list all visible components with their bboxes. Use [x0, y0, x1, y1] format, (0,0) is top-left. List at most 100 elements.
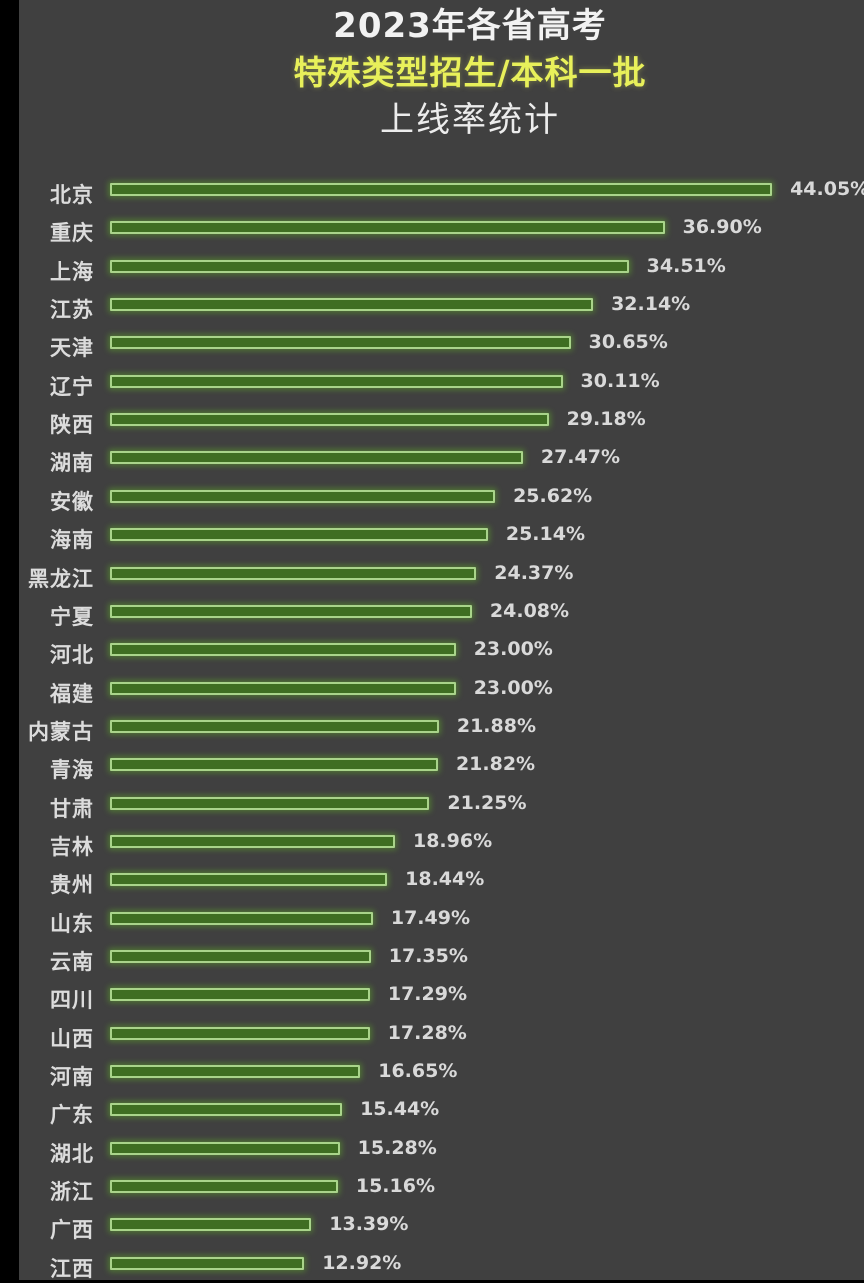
- category-label: 河北: [50, 642, 94, 668]
- value-label: 30.65%: [588, 331, 668, 354]
- value-label: 17.35%: [388, 945, 468, 967]
- category-label: 广西: [50, 1217, 94, 1243]
- data-bar: [110, 1218, 312, 1232]
- bar-row: 北京 44.05%: [0, 177, 864, 207]
- bar-row: 湖南 27.47%: [0, 445, 864, 475]
- bar-row: 四川 17.29%: [0, 982, 864, 1012]
- category-label: 山西: [50, 1025, 94, 1051]
- data-bar: [110, 643, 456, 657]
- data-bar: [110, 1141, 340, 1155]
- category-label: 上海: [50, 258, 94, 284]
- data-bar: [110, 1180, 338, 1194]
- category-label: 海南: [50, 527, 94, 553]
- value-label: 34.51%: [646, 254, 726, 277]
- bar-row: 陕西 29.18%: [0, 407, 864, 437]
- category-label: 北京: [50, 182, 94, 207]
- value-label: 24.37%: [494, 561, 574, 584]
- data-bar: [110, 528, 488, 542]
- title-line-year: 2023年各省高考: [333, 6, 607, 46]
- bar-row: 河北 23.00%: [0, 637, 864, 667]
- category-label: 贵州: [50, 872, 94, 898]
- category-label: 辽宁: [50, 373, 94, 399]
- value-label: 23.00%: [473, 676, 553, 699]
- value-label: 15.28%: [357, 1136, 437, 1159]
- data-bar: [110, 1065, 361, 1079]
- value-label: 44.05%: [790, 178, 864, 200]
- category-label: 青海: [50, 757, 94, 783]
- value-label: 30.11%: [580, 369, 660, 392]
- bar-row: 安徽 25.62%: [0, 484, 864, 514]
- category-label: 江西: [50, 1255, 94, 1281]
- category-label: 湖北: [50, 1140, 94, 1166]
- data-bar: [110, 911, 373, 925]
- value-label: 18.96%: [412, 829, 493, 852]
- bar-row: 浙江 15.16%: [0, 1174, 864, 1204]
- data-bar: [110, 298, 594, 312]
- bar-row: 广东 15.44%: [0, 1097, 864, 1127]
- value-label: 24.08%: [489, 599, 570, 622]
- value-label: 17.28%: [387, 1021, 467, 1044]
- category-label: 吉林: [50, 833, 94, 859]
- value-label: 21.25%: [447, 791, 527, 814]
- bar-row: 云南 17.35%: [0, 944, 864, 974]
- data-bar: [110, 604, 472, 618]
- bar-row: 内蒙古 21.88%: [0, 714, 864, 744]
- bar-row: 海南 25.14%: [0, 522, 864, 552]
- category-label: 四川: [50, 987, 94, 1013]
- category-label: 广东: [50, 1102, 94, 1128]
- data-bar: [110, 873, 388, 887]
- bar-row: 湖北 15.28%: [0, 1136, 864, 1166]
- value-label: 21.88%: [456, 714, 536, 737]
- data-bar: [110, 413, 549, 427]
- category-label: 天津: [50, 335, 94, 361]
- bar-row: 吉林 18.96%: [0, 829, 864, 859]
- category-label: 江苏: [50, 297, 94, 323]
- value-label: 16.65%: [378, 1060, 458, 1083]
- value-label: 27.47%: [540, 446, 620, 469]
- data-bar: [110, 451, 523, 465]
- bar-row: 江西 12.92%: [0, 1251, 864, 1281]
- value-label: 17.49%: [390, 906, 470, 929]
- value-label: 32.14%: [611, 293, 691, 316]
- data-bar: [110, 374, 563, 388]
- value-label: 13.39%: [329, 1213, 409, 1236]
- bar-row: 辽宁 30.11%: [0, 369, 864, 399]
- value-label: 15.16%: [355, 1175, 435, 1198]
- value-label: 17.29%: [387, 983, 467, 1006]
- bar-row: 福建 23.00%: [0, 676, 864, 706]
- bar-row: 河南 16.65%: [0, 1059, 864, 1089]
- data-bar: [110, 796, 430, 810]
- title-line-metric: 上线率统计: [380, 100, 560, 140]
- category-label: 河南: [50, 1064, 94, 1090]
- value-label: 25.62%: [513, 484, 593, 507]
- data-bar: [110, 758, 438, 772]
- data-bar: [110, 1256, 305, 1270]
- bar-row: 重庆 36.90%: [0, 215, 864, 245]
- category-label: 山东: [50, 910, 94, 936]
- value-label: 15.44%: [360, 1098, 440, 1121]
- category-label: 内蒙古: [28, 718, 94, 744]
- data-bar: [110, 1103, 343, 1117]
- category-label: 湖南: [50, 450, 94, 476]
- category-label: 浙江: [50, 1179, 94, 1205]
- bar-row: 天津 30.65%: [0, 330, 864, 360]
- value-label: 29.18%: [566, 408, 646, 431]
- data-bar: [110, 950, 371, 963]
- category-label: 宁夏: [50, 603, 94, 629]
- category-label: 安徽: [50, 488, 94, 514]
- bar-row: 江苏 32.14%: [0, 292, 864, 322]
- data-bar: [110, 489, 496, 503]
- category-label: 福建: [50, 680, 94, 706]
- bar-row: 甘肃 21.25%: [0, 791, 864, 821]
- data-bar: [110, 719, 439, 733]
- value-label: 21.82%: [455, 753, 536, 776]
- category-label: 陕西: [50, 412, 94, 438]
- category-label: 甘肃: [50, 795, 94, 821]
- data-bar: [110, 834, 395, 848]
- value-label: 18.44%: [405, 868, 485, 891]
- category-label: 黑龙江: [28, 565, 94, 591]
- data-bar: [110, 1026, 370, 1040]
- bar-row: 广西 13.39%: [0, 1212, 864, 1242]
- data-bar: [110, 336, 571, 350]
